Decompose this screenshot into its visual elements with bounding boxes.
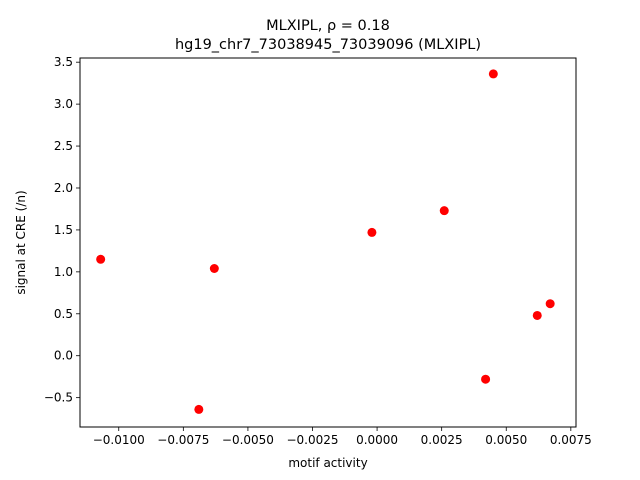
x-axis-ticks: −0.0100 −0.0075 −0.0050 −0.0025 0.0000 0.0025… bbox=[93, 427, 592, 447]
data-point bbox=[209, 263, 219, 273]
x-tick-label: 0.0075 bbox=[550, 433, 592, 447]
y-tick-label: −0.5 bbox=[44, 391, 73, 405]
x-axis-label: motif activity bbox=[288, 456, 367, 470]
data-point bbox=[488, 69, 498, 79]
x-tick-label: 0.0025 bbox=[421, 433, 463, 447]
x-tick-label: −0.0100 bbox=[93, 433, 145, 447]
plot-area bbox=[79, 57, 577, 428]
data-point bbox=[532, 310, 542, 320]
data-point bbox=[545, 299, 555, 309]
y-tick-label: 1.0 bbox=[54, 265, 73, 279]
y-tick-label: 3.5 bbox=[54, 55, 73, 69]
y-tick-label: 0.0 bbox=[54, 349, 73, 363]
chart-title-line2: hg19_chr7_73038945_73039096 (MLXIPL) bbox=[175, 37, 481, 53]
x-tick-label: −0.0025 bbox=[286, 433, 338, 447]
data-point bbox=[96, 254, 106, 264]
y-tick-label: 2.0 bbox=[54, 181, 73, 195]
y-axis-label: signal at CRE (/n) bbox=[14, 190, 28, 294]
y-tick-label: 1.5 bbox=[54, 223, 73, 237]
data-point bbox=[367, 227, 377, 237]
data-point bbox=[481, 374, 491, 384]
chart-title-line1: MLXIPL, ρ = 0.18 bbox=[266, 18, 390, 34]
y-tick-label: 3.0 bbox=[54, 97, 73, 111]
x-tick-label: −0.0075 bbox=[157, 433, 209, 447]
x-tick-label: 0.0050 bbox=[485, 433, 527, 447]
y-tick-label: 2.5 bbox=[54, 139, 73, 153]
data-point bbox=[439, 206, 449, 216]
x-tick-label: 0.0000 bbox=[356, 433, 398, 447]
x-tick-label: −0.0050 bbox=[222, 433, 274, 447]
y-tick-label: 0.5 bbox=[54, 307, 73, 321]
data-point bbox=[194, 404, 204, 414]
data-points bbox=[96, 69, 555, 414]
y-axis-ticks: −0.5 0.0 0.5 1.0 1.5 2.0 2.5 3.0 3.5 bbox=[44, 55, 80, 405]
